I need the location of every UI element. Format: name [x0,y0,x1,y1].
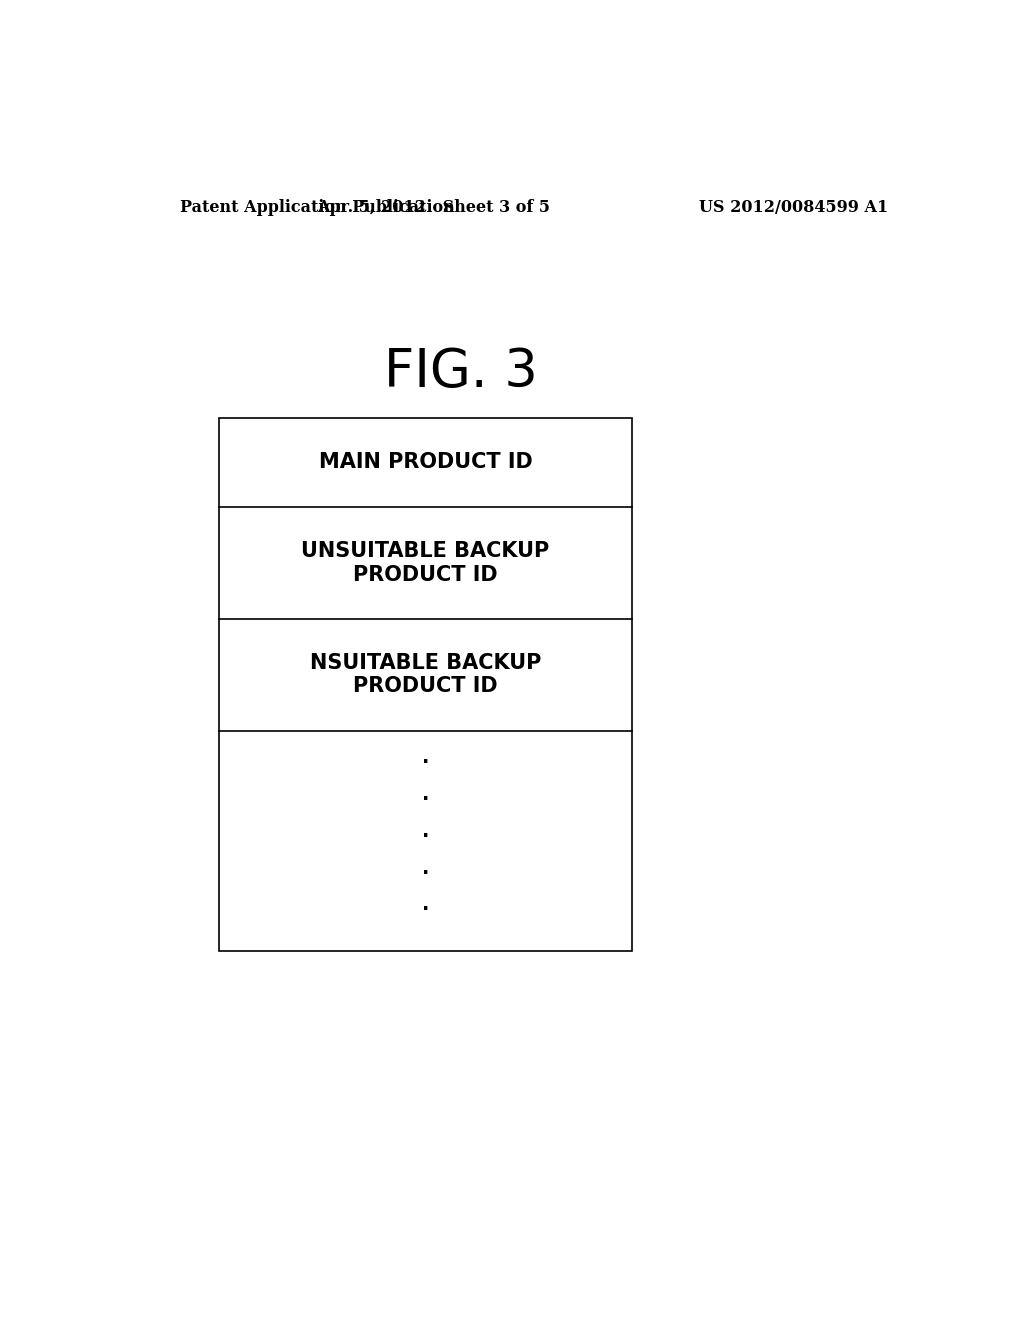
Text: UNSUITABLE BACKUP
PRODUCT ID: UNSUITABLE BACKUP PRODUCT ID [301,541,550,585]
Text: Apr. 5, 2012   Sheet 3 of 5: Apr. 5, 2012 Sheet 3 of 5 [317,199,550,215]
Text: .: . [422,895,429,915]
Bar [219,417,632,952]
Text: US 2012/0084599 A1: US 2012/0084599 A1 [699,199,889,215]
Text: MAIN PRODUCT ID: MAIN PRODUCT ID [318,453,532,473]
Text: NSUITABLE BACKUP
PRODUCT ID: NSUITABLE BACKUP PRODUCT ID [310,653,542,697]
Text: Patent Application Publication: Patent Application Publication [179,199,455,215]
Text: .: . [422,822,429,841]
Text: .: . [422,859,429,878]
Text: FIG. 3: FIG. 3 [384,346,539,397]
Text: .: . [422,785,429,804]
Text: .: . [422,748,429,767]
